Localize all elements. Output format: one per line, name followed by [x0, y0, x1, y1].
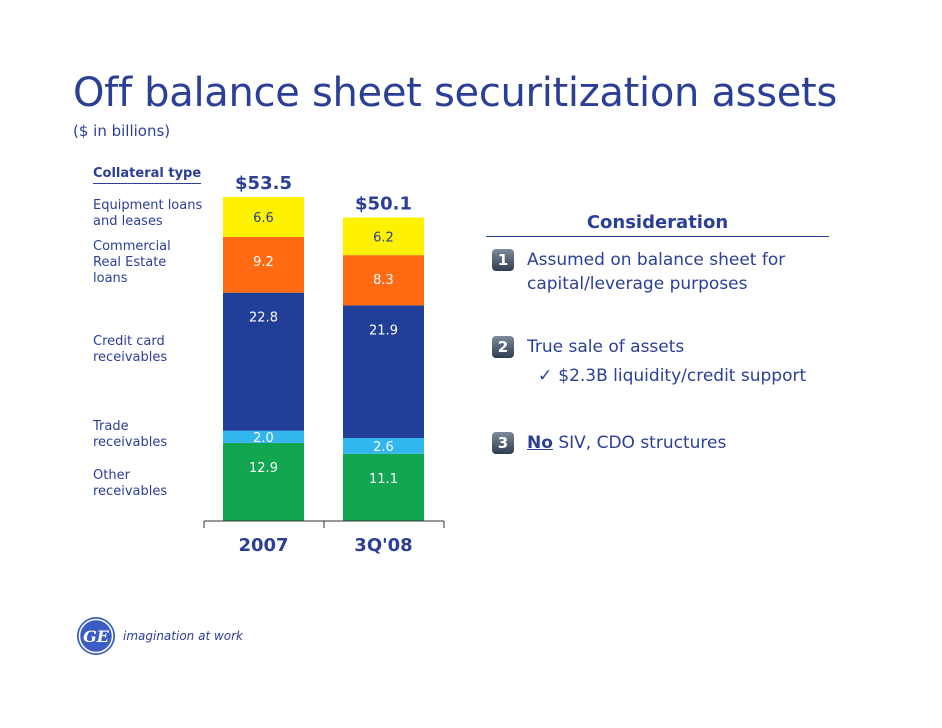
- bar-equipment-0: [223, 197, 304, 237]
- consideration-header: Consideration: [486, 212, 829, 237]
- page-title: Off balance sheet securitization assets: [73, 70, 837, 116]
- consideration-text-2: True sale of assets: [527, 337, 685, 357]
- consideration-subpoint-2: ✓ $2.3B liquidity/credit support: [538, 366, 806, 386]
- consideration-rest-3: SIV, CDO structures: [552, 433, 727, 453]
- label-commercial-real-estate: Commercial Real Estate loans: [93, 239, 171, 286]
- consideration-point-1: 1 Assumed on balance sheet for capital/l…: [492, 248, 827, 296]
- data-label-equipment-1: 6.2: [373, 230, 394, 245]
- data-label-credit_card-0: 22.8: [249, 311, 278, 326]
- bar-other-0: [223, 442, 304, 521]
- bar-equipment-1: [343, 217, 424, 256]
- bar-trade-0: [223, 430, 304, 443]
- ge-logo-mark: GE: [83, 627, 110, 646]
- checkmark-icon: ✓: [538, 366, 553, 386]
- consideration-subtext-2: $2.3B liquidity/credit support: [558, 366, 807, 386]
- x-tick-label-0: 2007: [238, 535, 288, 556]
- bar-credit_card-0: [223, 292, 304, 431]
- number-badge-3: 3: [492, 432, 514, 454]
- data-label-other-1: 11.1: [369, 472, 398, 487]
- x-tick-label-1: 3Q'08: [354, 535, 412, 556]
- data-label-credit_card-1: 21.9: [369, 323, 398, 338]
- label-other-receivables: Other receivables: [93, 468, 168, 499]
- bar-cre-0: [223, 236, 304, 293]
- label-trade-receivables: Trade receivables: [93, 419, 168, 450]
- number-badge-2: 2: [492, 336, 514, 358]
- label-equipment-loans: Equipment loans and leases: [93, 198, 203, 229]
- data-label-cre-0: 9.2: [253, 255, 274, 270]
- page-subtitle: ($ in billions): [73, 122, 171, 140]
- data-label-other-0: 12.9: [249, 461, 278, 476]
- bar-credit_card-1: [343, 305, 424, 439]
- data-label-trade-1: 2.6: [373, 440, 394, 455]
- data-label-cre-1: 8.3: [373, 273, 394, 288]
- number-badge-1: 1: [492, 249, 514, 271]
- bar-trade-1: [343, 438, 424, 454]
- collateral-type-header: Collateral type: [93, 166, 202, 184]
- ge-logo-icon: GE: [77, 617, 115, 655]
- label-credit-card: Credit card receivables: [93, 334, 168, 365]
- consideration-point-2: 2 True sale of assets: [492, 335, 827, 359]
- total-label-1: $50.1: [355, 194, 412, 215]
- emphasis-no: No: [527, 433, 553, 453]
- consideration-text-1: Assumed on balance sheet for capital/lev…: [527, 250, 786, 294]
- consideration-text-3: No SIV, CDO structures: [527, 431, 827, 455]
- data-label-equipment-0: 6.6: [253, 211, 274, 226]
- total-label-0: $53.5: [235, 173, 292, 194]
- consideration-point-3: 3 No SIV, CDO structures: [492, 431, 827, 455]
- bar-cre-1: [343, 255, 424, 306]
- data-label-trade-0: 2.0: [253, 431, 274, 446]
- ge-tagline: imagination at work: [123, 629, 243, 643]
- bar-other-1: [343, 453, 424, 521]
